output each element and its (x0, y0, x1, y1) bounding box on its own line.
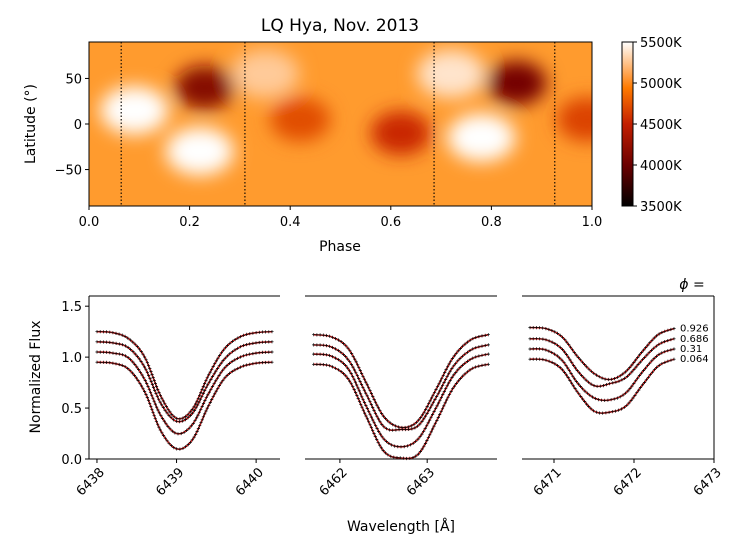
flux-y-tick-label: 0.5 (61, 402, 82, 417)
map-spots (100, 49, 592, 176)
map-x-tick-label: 0.2 (179, 215, 200, 230)
model-line-0.064 (96, 361, 273, 450)
model-line-0.31 (96, 351, 273, 435)
observed-points-0.686 (528, 337, 676, 388)
observed-crosses (95, 340, 274, 424)
wavelength-tick-label: 6462 (317, 465, 351, 499)
flux-y-tick-label: 1.5 (61, 300, 82, 315)
phase-symbol-label: ϕ = (679, 277, 704, 293)
observed-points-0.686 (95, 340, 274, 424)
map-x-tick-label: 0.6 (380, 215, 401, 230)
map-y-tick-label: 0 (74, 118, 82, 133)
colorbar-ticks: 5500K 5000K 4500K 4000K 3500K (633, 36, 682, 215)
colorbar-tick-label: 4500K (640, 118, 682, 133)
map-spot-2 (270, 97, 331, 142)
spectrum-panel-6462: 6462 6463 (305, 295, 497, 499)
map-x-ticks: 0.0 0.2 0.4 0.6 0.8 1.0 (79, 206, 603, 230)
colorbar-tick-label: 5000K (640, 77, 682, 92)
map-spot-4 (486, 61, 547, 105)
wavelength-tick-label: 6472 (611, 465, 645, 499)
map-x-tick-label: 0.4 (280, 215, 301, 230)
observed-points-0.31 (528, 347, 676, 402)
map-x-tick-label: 1.0 (582, 215, 603, 230)
phase-value-0.926: 0.926 (680, 324, 709, 335)
observed-crosses (528, 337, 676, 388)
flux-y-tick-label: 0.0 (61, 453, 82, 468)
colorbar-tick-label: 5500K (640, 36, 682, 51)
map-spot-1 (174, 65, 235, 110)
map-y-tick-label: −50 (55, 164, 82, 179)
wavelength-tick-label: 6463 (404, 465, 438, 499)
observed-crosses (312, 362, 490, 461)
observed-points-0.064 (95, 360, 274, 451)
flux-y-label: Normalized Flux (28, 321, 44, 434)
observed-crosses (312, 352, 490, 449)
map-spot-5 (556, 97, 592, 142)
observed-crosses (528, 326, 676, 382)
phase-value-0.064: 0.064 (680, 354, 709, 365)
map-title: LQ Hya, Nov. 2013 (261, 16, 419, 36)
temperature-map (89, 42, 592, 206)
observed-crosses (528, 357, 676, 415)
map-x-tick-label: 0.8 (481, 215, 502, 230)
map-y-tick-label: 50 (65, 72, 82, 87)
phase-value-0.686: 0.686 (680, 334, 709, 345)
flux-y-tick-label: 1.0 (61, 351, 82, 366)
observed-points-0.926 (528, 326, 676, 382)
wavelength-tick-label: 6440 (233, 465, 267, 499)
observed-crosses (312, 343, 490, 432)
map-spot-10 (417, 49, 486, 98)
observed-points-0.926 (95, 330, 274, 421)
flux-y-ticks: 0.0 0.5 1.0 1.5 (61, 300, 89, 468)
map-spot-3 (370, 111, 431, 156)
map-spot-7 (165, 127, 234, 176)
observed-points-0.31 (95, 350, 274, 436)
spectrum-panel-6439: 6438 6439 6440 (74, 295, 280, 499)
wavelength-tick-label: 6439 (153, 465, 187, 499)
wavelength-tick-label: 6473 (691, 465, 725, 499)
observed-crosses (528, 347, 676, 402)
observed-crosses (95, 330, 274, 421)
map-y-label: Latitude (°) (23, 84, 39, 164)
model-line-0.064 (313, 363, 489, 460)
map-spot-9 (231, 49, 300, 98)
model-line-0.31 (313, 353, 489, 448)
wavelength-tick-label: 6471 (531, 465, 565, 499)
map-spot-6 (100, 86, 169, 135)
model-line-0.686 (96, 341, 273, 423)
phase-lines (120, 42, 556, 206)
observed-points-0.686 (312, 343, 490, 432)
phase-value-0.31: 0.31 (680, 344, 702, 355)
wavelength-x-label: Wavelength [Å] (347, 518, 455, 535)
colorbar (621, 41, 634, 207)
model-line-0.926 (313, 333, 489, 429)
observed-crosses (95, 350, 274, 436)
observed-points-0.064 (312, 362, 490, 461)
map-x-label: Phase (319, 239, 361, 255)
observed-crosses (95, 360, 274, 451)
map-y-ticks: 50 0 −50 (55, 72, 89, 179)
spectra-panels: 6438 6439 6440 6462 6463 6471 6472 6473 (74, 295, 725, 499)
model-line-0.31 (529, 348, 675, 402)
colorbar-tick-label: 4000K (640, 159, 682, 174)
observed-crosses (312, 333, 490, 430)
observed-points-0.064 (528, 357, 676, 415)
map-spot-8 (447, 113, 516, 162)
map-x-tick-label: 0.0 (79, 215, 100, 230)
observed-points-0.31 (312, 352, 490, 449)
wavelength-tick-label: 6438 (74, 465, 108, 499)
colorbar-tick-label: 3500K (640, 200, 682, 215)
observed-points-0.926 (312, 333, 490, 430)
